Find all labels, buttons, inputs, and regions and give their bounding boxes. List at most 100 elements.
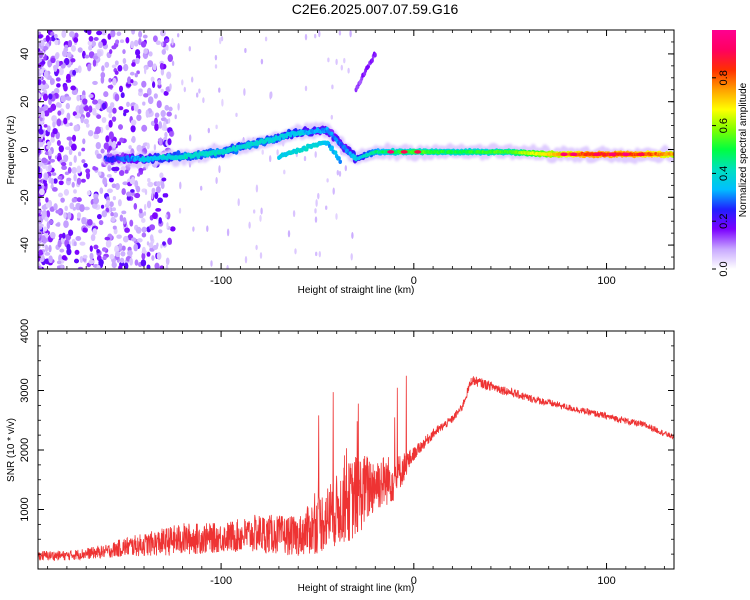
spectrogram-cell: [162, 241, 166, 246]
spectrogram-cell: [56, 83, 61, 88]
spectrogram-cell: [283, 169, 286, 175]
spectrogram-cell: [45, 202, 50, 208]
spectrogram-cell: [255, 244, 258, 251]
spectrogram-cell: [121, 210, 127, 215]
spectrogram-cell: [114, 93, 120, 102]
spectrogram-cell: [38, 208, 42, 214]
spectrogram-cell: [100, 204, 105, 209]
spectrogram-cell: [105, 124, 110, 131]
spectrogram-cell: [147, 96, 154, 105]
spectrogram-cell: [48, 219, 54, 225]
spectrogram-cell: [41, 235, 46, 242]
spectrogram-cell: [167, 118, 171, 124]
spectrogram-cell: [136, 144, 142, 152]
spectrogram-y-label: Frequency (Hz): [6, 116, 17, 185]
spectrogram-cell: [66, 136, 73, 141]
spectrogram-cell: [71, 89, 78, 96]
spectrogram-cell: [112, 140, 117, 149]
spectrogram-cell: [52, 120, 56, 128]
spectrogram-cell: [66, 243, 71, 251]
spectrogram-cell: [163, 193, 169, 198]
spectrogram-cell: [55, 222, 61, 227]
spectrogram-cell: [43, 104, 48, 110]
spectrogram-cell: [50, 137, 55, 143]
spectrogram-cell: [47, 61, 52, 68]
spectrogram-cell: [61, 255, 67, 261]
spectrogram-cell: [134, 259, 139, 266]
spectrogram-cell: [63, 154, 69, 163]
spectrogram-cell: [93, 133, 100, 140]
spectrogram-cell: [101, 116, 107, 124]
spectrogram-cell: [330, 114, 333, 120]
spectrogram-cell: [40, 39, 45, 48]
spectrogram-cell: [79, 255, 84, 264]
spectrogram-cell: [122, 217, 127, 225]
spectrogram-cell: [106, 107, 112, 113]
spectrogram-cell: [117, 64, 123, 72]
spectrogram-cell: [83, 163, 88, 168]
spectrogram-cell: [125, 36, 130, 44]
spectrogram-cell: [155, 207, 162, 212]
spectrogram-cell: [65, 102, 70, 110]
spectrogram-cell: [42, 179, 47, 184]
spectrogram-cell: [47, 107, 53, 113]
spectrogram-cell: [48, 93, 53, 100]
spectrogram-cell: [90, 234, 96, 242]
spectrogram-cell: [38, 92, 41, 100]
spectrogram-cell: [326, 178, 329, 183]
spectrogram-cell: [123, 111, 127, 117]
colorbar-tick-label: 0.4: [718, 166, 730, 181]
spectrogram-cell: [61, 232, 66, 239]
spectrogram-cell: [214, 64, 218, 69]
spectrogram-cell: [109, 102, 115, 108]
spectrogram-cell: [278, 137, 282, 142]
spectrogram-cell: [117, 141, 122, 146]
spectrogram-cell: [196, 92, 199, 98]
spectrogram-cell: [314, 208, 317, 214]
spectrogram-cell: [169, 226, 176, 232]
spectrogram-cell: [64, 44, 69, 49]
spectrogram-cell: [118, 106, 124, 111]
colorbar-tick-label: 0.6: [718, 118, 730, 133]
spectrogram-cell: [141, 232, 147, 238]
snr-y-tick-label: 4000: [19, 319, 31, 343]
colorbar-tick-label: 0.2: [718, 214, 730, 229]
spectrogram-cell: [141, 218, 146, 223]
spectrogram-cell: [134, 192, 141, 199]
spectrogram-cell: [333, 150, 338, 155]
spectrogram-cell: [101, 210, 108, 218]
spectrogram-cell: [318, 30, 321, 38]
spectrogram-cell: [332, 187, 335, 195]
spectrogram-cell: [91, 203, 98, 209]
spectrogram-cell: [55, 77, 61, 82]
spectrogram-cell: [54, 39, 59, 46]
spectrogram-cell: [102, 255, 107, 261]
spectrogram-cell: [327, 57, 330, 63]
spectrogram-cell: [66, 112, 71, 121]
spectrogram-cell: [112, 107, 117, 114]
spectrogram-cell: [73, 124, 79, 132]
spectrogram-cell: [60, 197, 65, 203]
spectrogram-cell: [73, 173, 77, 182]
spectrogram-cell: [198, 88, 201, 94]
spectrogram-cell: [111, 207, 117, 212]
spectrogram-cell: [317, 192, 320, 200]
spectrogram-cell: [159, 62, 164, 70]
spectrogram-x-axis: -100 0 100: [47, 30, 665, 287]
spectrogram-cell: [66, 51, 72, 58]
spectrogram-cell: [65, 96, 71, 101]
spectrogram-cell: [79, 204, 85, 213]
spectrogram-cell: [108, 131, 114, 140]
spectrogram-cell: [167, 138, 172, 146]
spectrogram-cell: [129, 178, 135, 185]
spectrogram-cell: [338, 170, 342, 177]
spectrogram-cell: [88, 35, 94, 42]
spectrogram-cell: [93, 197, 99, 205]
spectrogram-cell: [49, 78, 55, 85]
spectrogram-cell: [178, 207, 182, 214]
spectrogram-cell: [114, 60, 119, 66]
spectrogram-cell: [38, 249, 43, 256]
spectrogram-cell: [63, 189, 70, 196]
spectrogram-cell: [75, 235, 82, 242]
spectrogram-cell: [56, 265, 61, 269]
